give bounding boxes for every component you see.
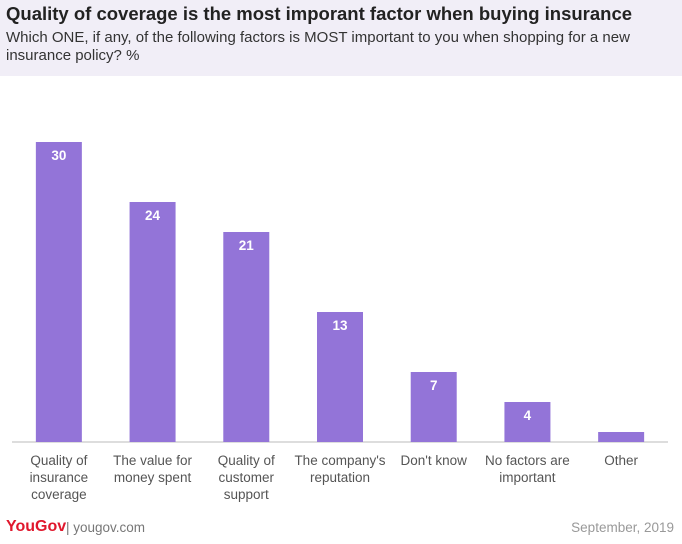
bar [317,312,363,442]
x-tick-label: Other [604,453,639,468]
bar [504,402,551,442]
bar [598,432,645,442]
data-label: 21 [239,238,255,253]
data-label: 24 [145,208,161,223]
x-tick-label: Quality of customer support [217,453,275,502]
header-band [0,0,682,76]
data-label: 4 [524,408,532,423]
x-tick-label: The company's reputation [294,453,386,485]
site-text: yougov.com [73,520,146,535]
bar [129,202,176,442]
data-label: 13 [332,318,348,333]
bar [35,142,82,442]
x-tick-label: Quality of insurance coverage [29,453,89,502]
data-label: 7 [430,378,438,393]
source-site: | yougov.com [66,520,146,535]
x-tick-label: The value for money spent [113,453,192,485]
data-label: 30 [51,148,66,163]
x-tick-label: No factors are important [485,453,570,485]
x-tick-label: Don't know [400,453,467,468]
bar [223,232,270,442]
bar [410,372,457,442]
chart-title: Quality of coverage is the most imporant… [6,3,633,24]
brand-logo: YouGov [6,518,67,535]
chart-subtitle: Which ONE, if any, of the following fact… [6,29,630,64]
date: September, 2019 [571,520,674,535]
